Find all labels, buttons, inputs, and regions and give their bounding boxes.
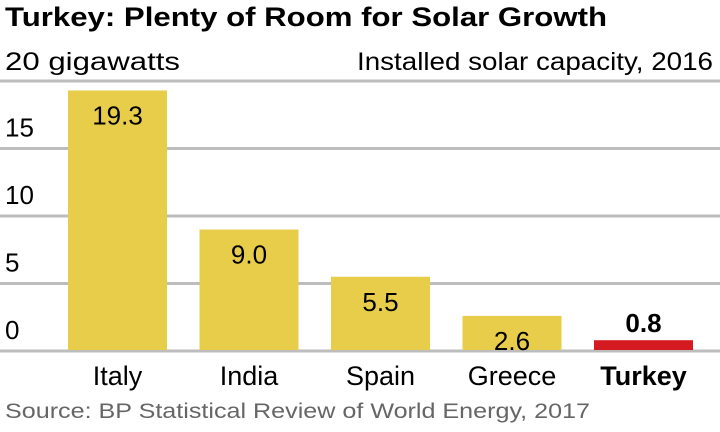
x-tick-label: Italy xyxy=(93,361,143,391)
x-tick-label: Spain xyxy=(346,361,415,391)
data-label: 9.0 xyxy=(231,240,267,270)
data-label: 0.8 xyxy=(625,308,661,338)
y-tick-label: 10 xyxy=(5,180,34,210)
bar-turkey xyxy=(594,340,693,350)
data-label: 5.5 xyxy=(362,287,398,317)
x-tick-label: Turkey xyxy=(600,361,687,391)
bar-spain xyxy=(331,276,430,350)
y-tick-label: 0 xyxy=(5,315,19,345)
bar-india xyxy=(199,229,299,350)
bar-greece xyxy=(462,315,562,350)
chart-title: Turkey: Plenty of Room for Solar Growth xyxy=(5,2,607,32)
bar-italy xyxy=(68,90,167,350)
data-label: 19.3 xyxy=(92,100,143,130)
source-note: Source: BP Statistical Review of World E… xyxy=(5,400,590,423)
data-label: 2.6 xyxy=(494,326,530,356)
y-axis-label: 20 gigawatts xyxy=(5,48,180,76)
chart-subtitle: Installed solar capacity, 2016 xyxy=(357,48,713,76)
x-tick-label: Greece xyxy=(468,361,557,391)
y-tick-label: 5 xyxy=(5,248,19,278)
x-tick-label: India xyxy=(220,361,280,391)
y-tick-label: 15 xyxy=(5,113,34,143)
